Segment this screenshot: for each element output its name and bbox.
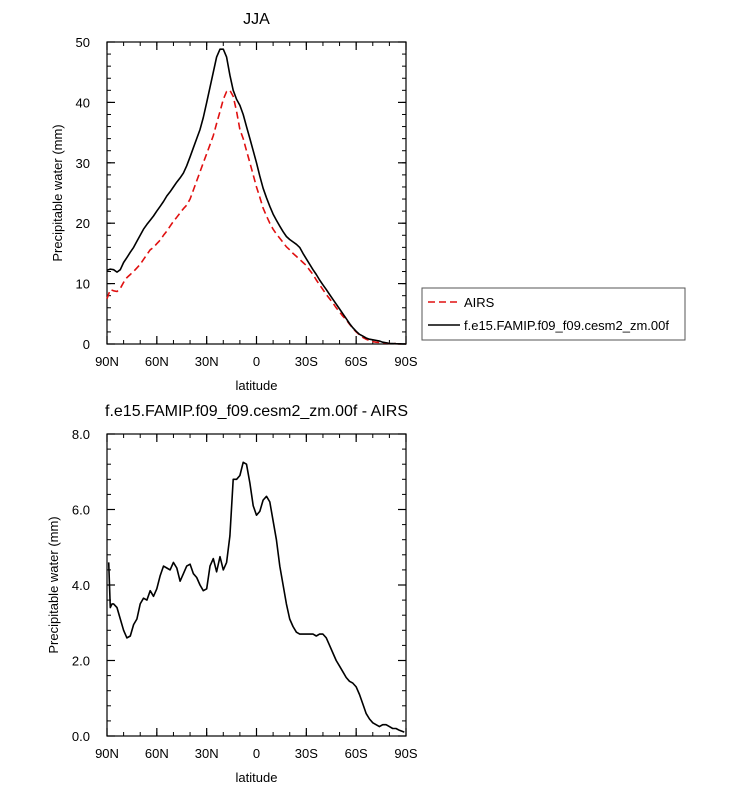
bottom-chart-title: f.e15.FAMIP.f09_f09.cesm2_zm.00f - AIRS (105, 403, 408, 420)
top-x-tick-label: 90S (394, 354, 417, 369)
bottom-x-tick-label: 60S (345, 746, 368, 761)
top-chart-title: JJA (243, 11, 270, 28)
top-x-tick-label: 60S (345, 354, 368, 369)
bottom-y-tick-label: 6.0 (72, 503, 90, 518)
top-y-tick-label: 10 (76, 277, 90, 292)
legend-label-1: AIRS (464, 295, 495, 310)
top-x-tick-label: 30N (195, 354, 219, 369)
top-y-tick-label: 30 (76, 156, 90, 171)
legend-label-2: f.e15.FAMIP.f09_f09.cesm2_zm.00f (464, 318, 669, 333)
top-x-tick-label: 0 (253, 354, 260, 369)
top-y-tick-label: 50 (76, 35, 90, 50)
legend-box (421, 287, 686, 341)
bottom-y-tick-label: 0.0 (72, 729, 90, 744)
bottom-x-axis-label: latitude (236, 770, 278, 785)
bottom-series-line-1 (107, 461, 405, 733)
top-y-tick-label: 0 (83, 337, 90, 352)
top-plot-frame (106, 41, 407, 345)
top-x-tick-label: 30S (295, 354, 318, 369)
bottom-x-tick-label: 30S (295, 746, 318, 761)
top-x-axis-label: latitude (236, 378, 278, 393)
bottom-x-tick-label: 0 (253, 746, 260, 761)
bottom-x-tick-label: 60N (145, 746, 169, 761)
bottom-plot-frame (106, 433, 407, 737)
top-y-tick-label: 40 (76, 95, 90, 110)
bottom-x-tick-label: 90N (95, 746, 119, 761)
top-y-axis-label: Precipitable water (mm) (50, 124, 65, 261)
top-series-line-2 (106, 48, 406, 345)
bottom-y-tick-label: 2.0 (72, 654, 90, 669)
bottom-x-tick-label: 30N (195, 746, 219, 761)
bottom-y-tick-label: 4.0 (72, 578, 90, 593)
bottom-x-tick-label: 90S (394, 746, 417, 761)
bottom-y-tick-label: 8.0 (72, 427, 90, 442)
top-x-tick-label: 90N (95, 354, 119, 369)
top-y-tick-label: 20 (76, 216, 90, 231)
top-x-tick-label: 60N (145, 354, 169, 369)
bottom-y-axis-label: Precipitable water (mm) (46, 516, 61, 653)
